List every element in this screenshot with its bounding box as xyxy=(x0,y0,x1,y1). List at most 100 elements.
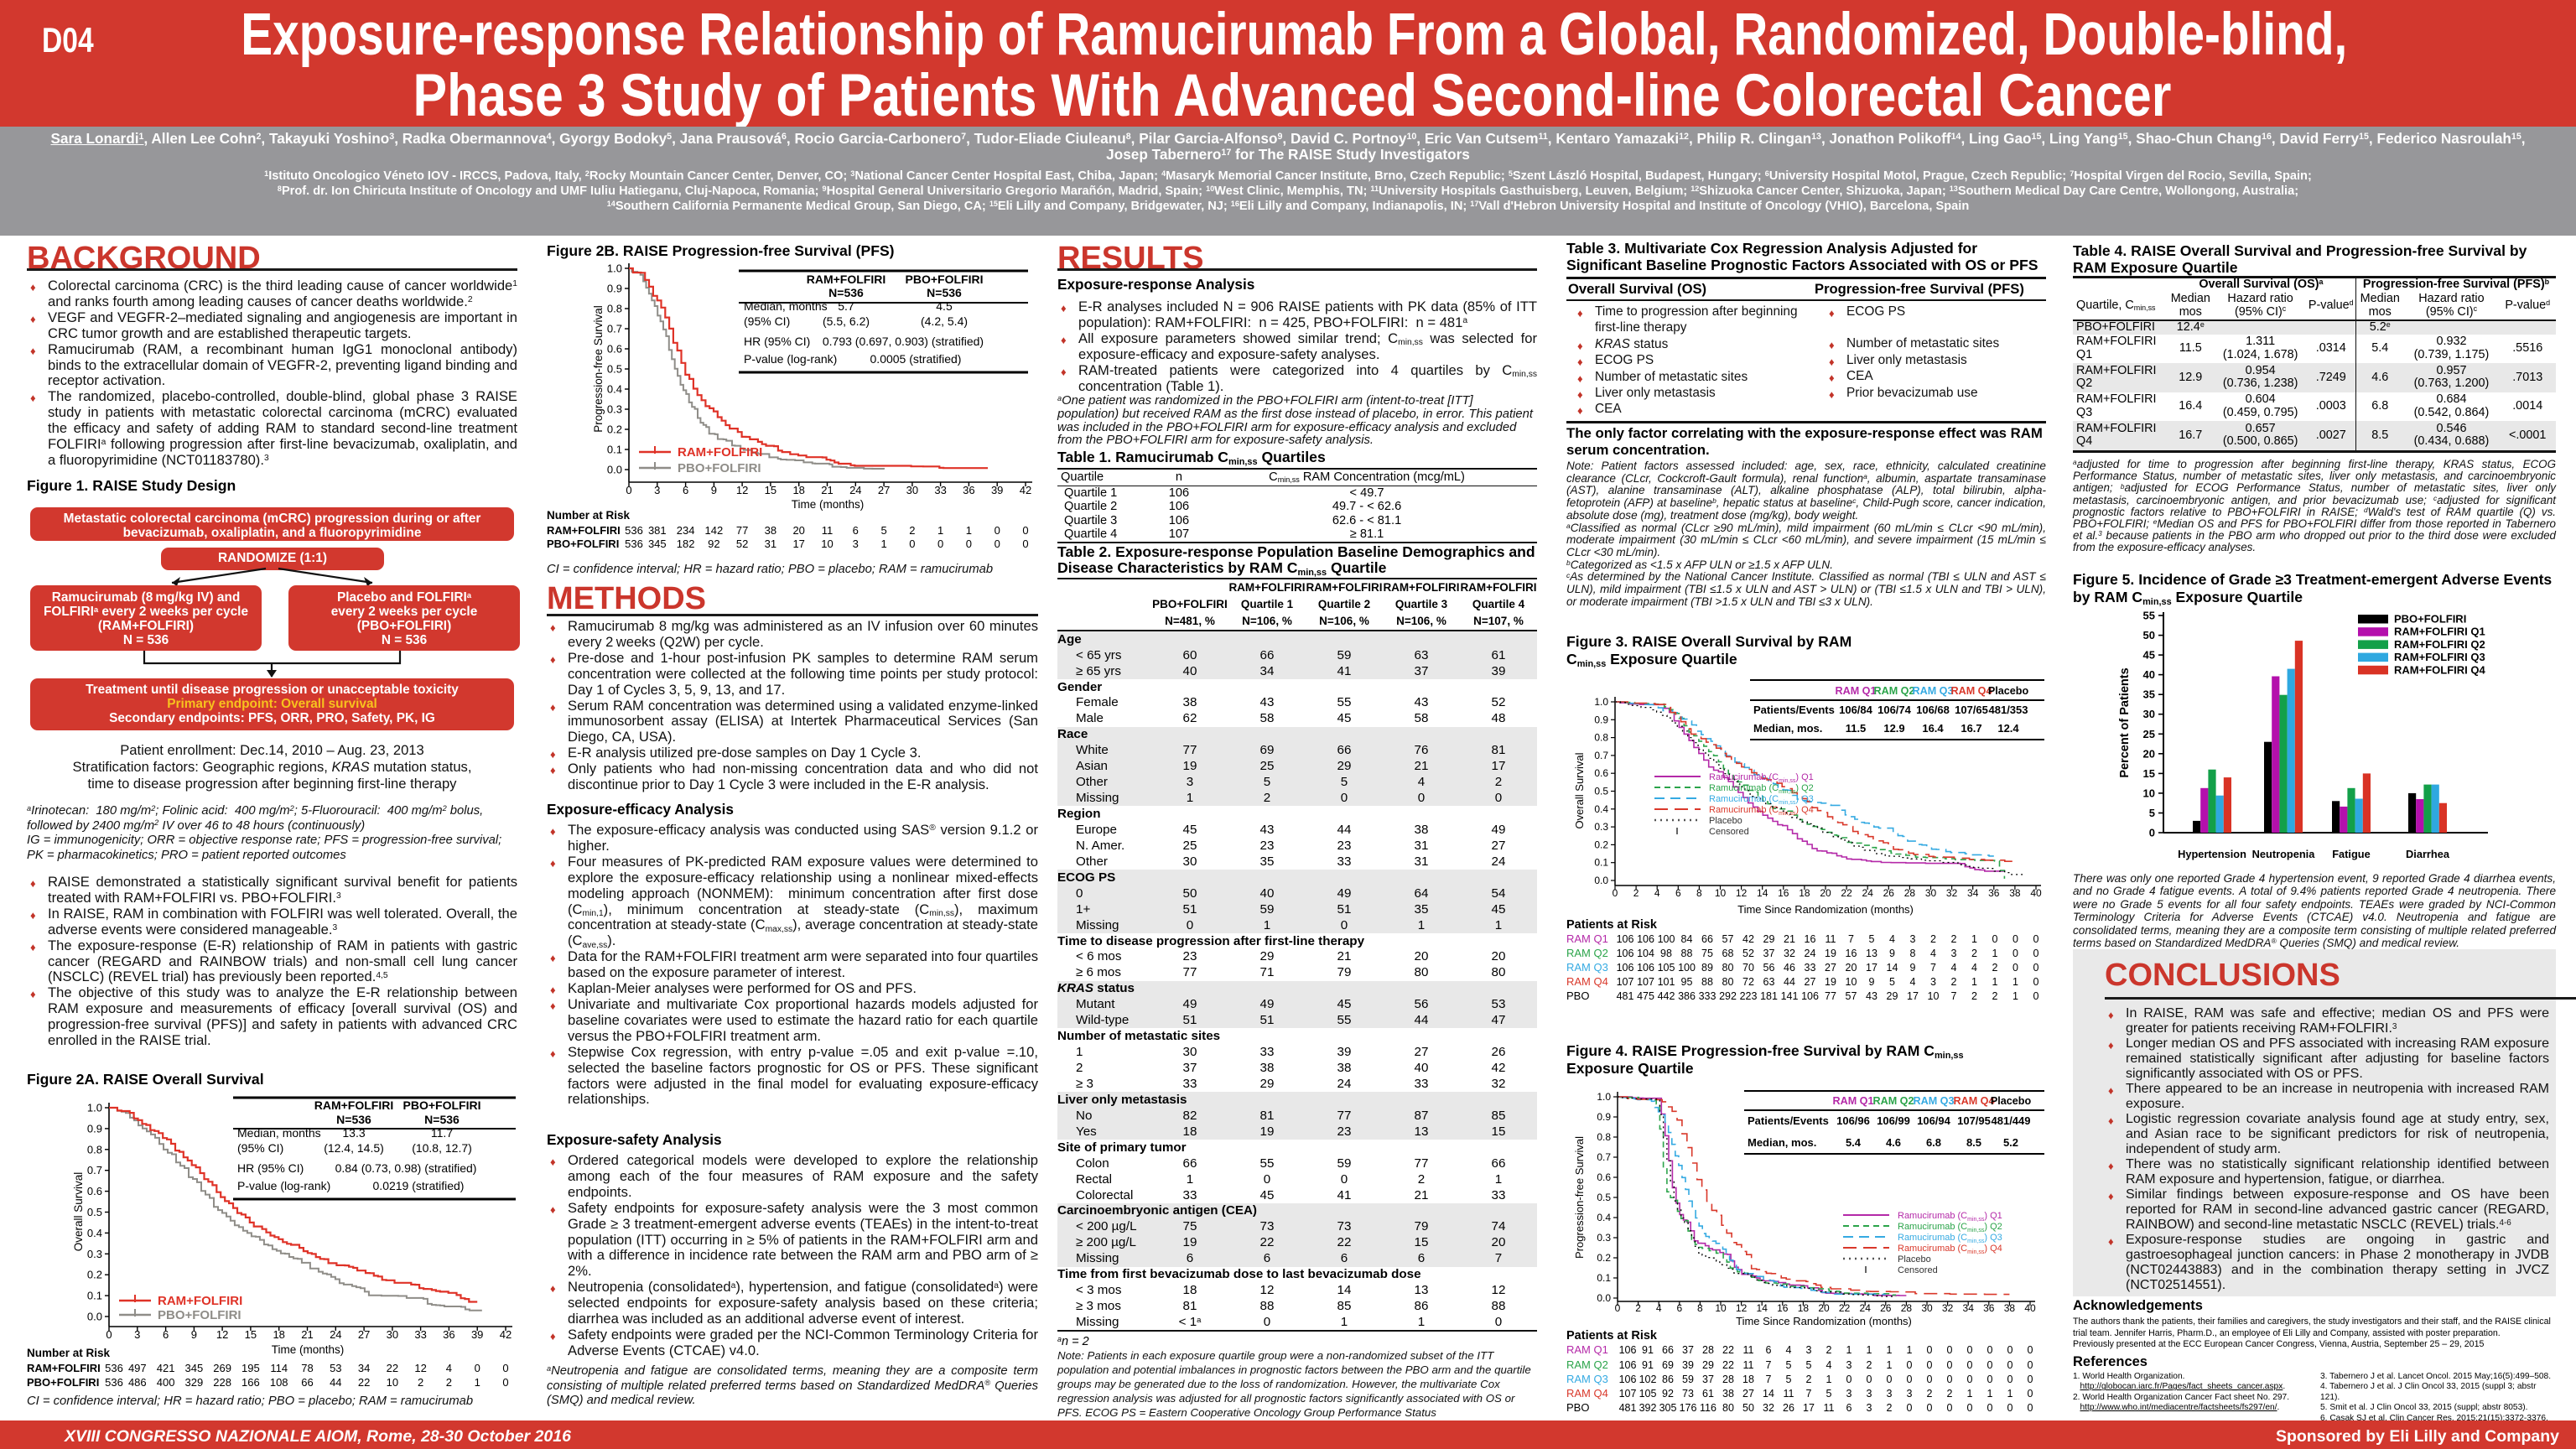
svg-text:20: 20 xyxy=(1820,887,1831,899)
svg-text:0: 0 xyxy=(2028,1344,2033,1356)
svg-text:5: 5 xyxy=(2149,807,2155,819)
svg-text:475: 475 xyxy=(1637,990,1654,1002)
svg-text:2: 2 xyxy=(1826,1344,1832,1356)
svg-text:106/94: 106/94 xyxy=(1917,1114,1951,1127)
svg-text:0: 0 xyxy=(1947,1344,1953,1356)
svg-text:24: 24 xyxy=(1862,887,1874,899)
svg-text:37: 37 xyxy=(1702,1374,1714,1385)
svg-text:4: 4 xyxy=(446,1362,452,1374)
svg-text:PBO+FOLFIRI: PBO+FOLFIRI xyxy=(27,1376,99,1389)
svg-text:1: 1 xyxy=(1987,1388,1993,1400)
svg-text:5.2: 5.2 xyxy=(2003,1136,2018,1149)
svg-text:6: 6 xyxy=(683,484,688,496)
svg-text:0.0: 0.0 xyxy=(87,1311,102,1323)
svg-text:400: 400 xyxy=(157,1376,175,1389)
svg-text:28: 28 xyxy=(1904,887,1916,899)
svg-text:442: 442 xyxy=(1658,990,1675,1002)
svg-text:14: 14 xyxy=(1887,962,1898,974)
svg-text:56: 56 xyxy=(1763,962,1775,974)
svg-text:106: 106 xyxy=(1617,948,1634,959)
svg-text:26: 26 xyxy=(1783,1402,1794,1414)
svg-text:35: 35 xyxy=(2143,688,2155,701)
svg-text:2: 2 xyxy=(1947,1388,1953,1400)
svg-text:34: 34 xyxy=(1967,887,1979,899)
svg-text:Ramucirumab (Cmin,ss) Q1: Ramucirumab (Cmin,ss) Q1 xyxy=(1709,772,1814,784)
svg-text:10: 10 xyxy=(1715,1302,1727,1314)
svg-text:16.4: 16.4 xyxy=(1922,722,1944,735)
svg-text:0: 0 xyxy=(2033,948,2039,959)
svg-text:15: 15 xyxy=(245,1328,257,1341)
svg-text:38: 38 xyxy=(2009,887,2021,899)
svg-text:PBO: PBO xyxy=(1566,989,1589,1002)
svg-text:Patients/Events: Patients/Events xyxy=(1753,704,1835,716)
svg-text:0: 0 xyxy=(1967,1402,1973,1414)
svg-text:3: 3 xyxy=(1951,948,1957,959)
svg-text:30: 30 xyxy=(906,484,918,496)
svg-text:0.0005 (stratified): 0.0005 (stratified) xyxy=(870,352,962,366)
svg-text:13: 13 xyxy=(1866,948,1877,959)
svg-text:0: 0 xyxy=(2007,1374,2013,1385)
svg-text:80: 80 xyxy=(1722,1402,1734,1414)
svg-text:19: 19 xyxy=(1825,948,1836,959)
svg-text:7: 7 xyxy=(1930,962,1936,974)
svg-text:27: 27 xyxy=(878,484,890,496)
svg-text:329: 329 xyxy=(185,1376,204,1389)
svg-text:20: 20 xyxy=(2143,747,2155,760)
svg-text:1: 1 xyxy=(1846,1344,1852,1356)
svg-text:102: 102 xyxy=(1639,1374,1657,1385)
svg-text:34: 34 xyxy=(1963,1302,1975,1314)
svg-text:52: 52 xyxy=(1742,948,1754,959)
svg-text:RAM+FOLFIRI Q1: RAM+FOLFIRI Q1 xyxy=(2394,626,2485,638)
svg-text:0.1: 0.1 xyxy=(607,444,622,456)
svg-text:106: 106 xyxy=(1617,962,1634,974)
svg-text:40: 40 xyxy=(2030,887,2042,899)
svg-text:(10.8, 12.7): (10.8, 12.7) xyxy=(412,1141,472,1155)
svg-text:52: 52 xyxy=(736,538,748,550)
svg-text:12: 12 xyxy=(736,484,748,496)
svg-text:38: 38 xyxy=(1722,1388,1734,1400)
svg-text:4: 4 xyxy=(1654,887,1660,899)
svg-text:13.3: 13.3 xyxy=(342,1126,365,1140)
svg-text:0: 0 xyxy=(1987,1359,1993,1371)
svg-text:182: 182 xyxy=(677,538,695,550)
svg-text:9: 9 xyxy=(711,484,717,496)
svg-text:1.0: 1.0 xyxy=(1594,696,1608,708)
svg-text:42: 42 xyxy=(1020,484,1031,496)
svg-text:RAM Q4: RAM Q4 xyxy=(1566,1387,1608,1400)
svg-text:2: 2 xyxy=(1971,990,1977,1002)
svg-text:18: 18 xyxy=(792,484,804,496)
svg-text:3: 3 xyxy=(1867,1402,1872,1414)
svg-text:20: 20 xyxy=(1846,962,1857,974)
svg-text:0: 0 xyxy=(1867,1374,1872,1385)
svg-text:0.1: 0.1 xyxy=(1597,1272,1611,1284)
svg-text:3: 3 xyxy=(1867,1388,1872,1400)
svg-text:Ramucirumab (Cmin,ss) Q1: Ramucirumab (Cmin,ss) Q1 xyxy=(1898,1211,2002,1223)
svg-text:32: 32 xyxy=(1763,1402,1774,1414)
svg-text:PBO+FOLFIRI: PBO+FOLFIRI xyxy=(678,461,761,475)
svg-text:8: 8 xyxy=(1697,1302,1703,1314)
svg-text:RAM Q2: RAM Q2 xyxy=(1874,685,1915,697)
svg-text:4: 4 xyxy=(1786,1344,1792,1356)
svg-text:181: 181 xyxy=(1760,990,1778,1002)
svg-text:36: 36 xyxy=(963,484,974,496)
svg-text:18: 18 xyxy=(1798,1302,1810,1314)
svg-text:RAM Q2: RAM Q2 xyxy=(1566,1358,1608,1371)
svg-text:78: 78 xyxy=(301,1362,313,1374)
svg-text:1: 1 xyxy=(1887,1344,1893,1356)
svg-text:0: 0 xyxy=(1967,1344,1973,1356)
svg-text:11: 11 xyxy=(1784,1388,1794,1400)
svg-text:RAM+FOLFIRI: RAM+FOLFIRI xyxy=(547,524,621,537)
svg-text:6: 6 xyxy=(1675,887,1681,899)
svg-text:421: 421 xyxy=(157,1362,175,1374)
svg-text:6: 6 xyxy=(1676,1302,1682,1314)
svg-text:15: 15 xyxy=(2143,767,2155,780)
svg-text:345: 345 xyxy=(648,538,667,550)
svg-text:0.0219 (stratified): 0.0219 (stratified) xyxy=(373,1179,465,1192)
svg-text:Placebo: Placebo xyxy=(1991,1095,2032,1107)
svg-text:0.5: 0.5 xyxy=(1594,786,1608,797)
svg-text:11.5: 11.5 xyxy=(1846,722,1867,735)
svg-text:Ramucirumab (Cmin,ss) Q3: Ramucirumab (Cmin,ss) Q3 xyxy=(1898,1233,2002,1244)
svg-text:106: 106 xyxy=(1637,933,1654,945)
svg-text:2: 2 xyxy=(1971,948,1977,959)
svg-text:6.8: 6.8 xyxy=(1926,1136,1941,1149)
